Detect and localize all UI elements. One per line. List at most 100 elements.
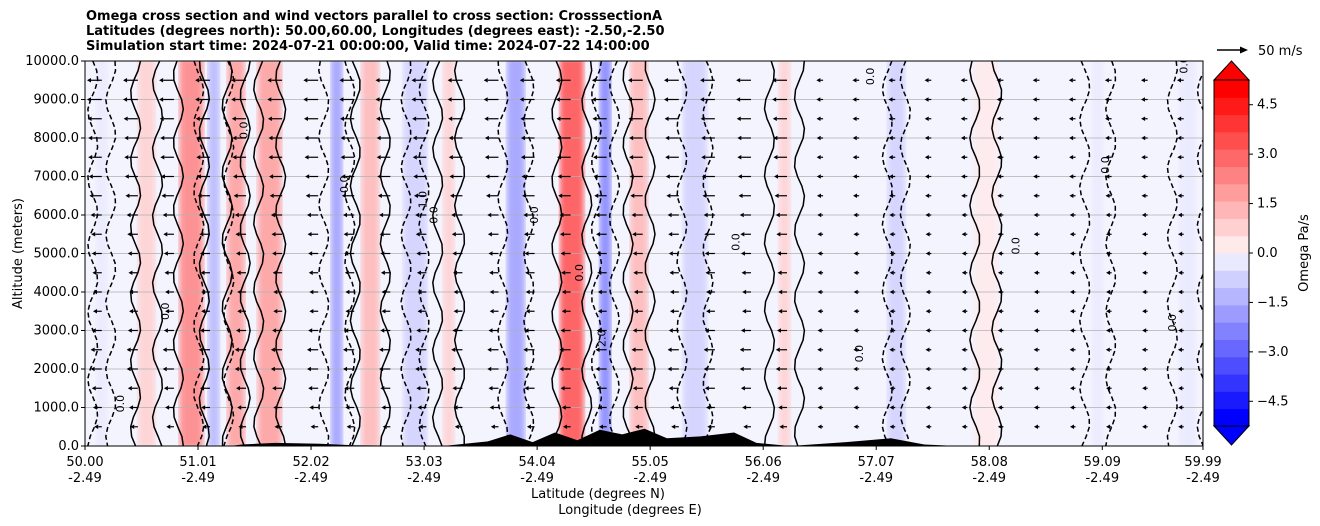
wind-vector-head: [376, 116, 381, 121]
wind-vector-head: [702, 193, 707, 198]
wind-vector-head: [664, 116, 669, 121]
wind-vector-head: [670, 309, 675, 314]
wind-vector-head: [1178, 270, 1183, 275]
wind-vector-head: [997, 174, 1002, 179]
wind-vector-head: [484, 116, 489, 121]
wind-vector-head: [452, 251, 457, 256]
x-tick-label-lon: -2.49: [68, 471, 102, 486]
omega-contour: [253, 61, 265, 446]
wind-vector-head: [997, 366, 1002, 372]
wind-vector-head: [925, 424, 930, 429]
wind-vector-head: [127, 386, 132, 391]
wind-vector-head: [1142, 289, 1147, 295]
wind-vector-head: [166, 424, 171, 429]
wind-vector-head: [632, 386, 637, 391]
wind-vector-head: [269, 174, 274, 179]
x-axis-label-lon: Longitude (degrees E): [558, 503, 702, 518]
wind-vector-head: [667, 366, 672, 372]
wind-vector-head: [852, 174, 857, 179]
wind-vector-head: [381, 309, 386, 314]
wind-vector-head: [961, 193, 966, 198]
wind-vector-head: [1033, 135, 1038, 141]
wind-vector-head: [1177, 78, 1182, 83]
wind-vector-head: [777, 270, 782, 275]
wind-vector-head: [889, 232, 894, 237]
wind-vector-head: [853, 289, 858, 295]
wind-vector-head: [817, 386, 822, 391]
colorbar-extend-min: [1212, 425, 1251, 446]
wind-vector-head: [1105, 135, 1110, 141]
wind-vector-head: [89, 193, 94, 198]
wind-vector-head: [86, 97, 91, 102]
wind-vector-head: [484, 155, 489, 160]
y-tick-label: 0.0: [58, 439, 79, 454]
wind-vector-head: [345, 405, 350, 410]
wind-vector-head: [306, 347, 311, 352]
wind-vector-head: [888, 174, 893, 179]
wind-vector-head: [411, 78, 416, 83]
wind-vector-head: [525, 270, 530, 275]
wind-vector-head: [960, 135, 965, 141]
wind-vector-head: [88, 174, 93, 179]
wind-vector-head: [706, 309, 711, 314]
wind-vector-head: [853, 366, 858, 372]
wind-vector-head: [596, 386, 601, 391]
wind-vector-head: [632, 232, 637, 237]
wind-vector-head: [888, 155, 893, 160]
wind-vector-head: [704, 232, 709, 237]
wind-vector-head: [343, 212, 348, 218]
wind-vector-head: [238, 424, 243, 429]
wind-vector-head: [559, 347, 564, 352]
wind-vector-head: [997, 232, 1002, 237]
wind-vector-head: [853, 251, 858, 256]
colorbar-segment: [1214, 166, 1249, 185]
wind-vector-head: [91, 232, 96, 237]
wind-vector-head: [1070, 386, 1075, 391]
wind-vector-head: [344, 270, 349, 275]
omega-contour: [400, 61, 412, 446]
wind-vector-head: [816, 193, 821, 198]
wind-vector-head: [743, 424, 748, 429]
x-tick-label-lat: 58.08: [971, 455, 1008, 470]
wind-vector-head: [485, 174, 490, 179]
wind-vector-head: [596, 251, 601, 256]
x-tick-label-lon: -2.49: [859, 471, 893, 486]
wind-vector-head: [772, 97, 777, 102]
wind-vector-head: [163, 386, 168, 391]
wind-vector-head: [778, 405, 783, 410]
wind-vector-head: [1106, 270, 1111, 275]
wind-vector-head: [740, 232, 745, 237]
wind-vector-head: [889, 424, 894, 429]
wind-vector-head: [853, 232, 858, 237]
wind-vector-head: [700, 116, 705, 121]
wind-vector-head: [1105, 193, 1110, 198]
wind-vector-head: [127, 232, 132, 237]
y-tick-label: 2000.0: [34, 362, 80, 377]
omega-contour: [193, 61, 205, 446]
wind-vector-head: [416, 386, 421, 391]
wind-vector-head: [412, 135, 417, 141]
omega-contour: [793, 61, 806, 446]
wind-vector-head: [597, 289, 602, 295]
contour-label: 0.0: [1166, 314, 1179, 332]
wind-vector-head: [853, 424, 858, 429]
wind-vector-head: [1177, 174, 1182, 179]
wind-vector-head: [1033, 328, 1038, 333]
wind-vector-head: [525, 309, 530, 314]
wind-vector-head: [1141, 155, 1146, 160]
wind-vector-head: [92, 289, 97, 295]
wind-vector-head: [199, 386, 204, 391]
wind-vector-head: [738, 193, 743, 198]
wind-vector-head: [91, 251, 96, 256]
wind-vector-head: [272, 270, 277, 275]
wind-vector-head: [198, 212, 203, 218]
wind-vector-head: [1178, 309, 1183, 314]
wind-vector-head: [159, 97, 164, 102]
wind-vector-head: [1106, 289, 1111, 295]
colorbar-segment: [1214, 253, 1249, 271]
wind-vector-head: [775, 212, 780, 218]
wind-vector-head: [161, 193, 166, 198]
wind-vector-head: [274, 424, 279, 429]
wind-vector-head: [704, 386, 709, 391]
